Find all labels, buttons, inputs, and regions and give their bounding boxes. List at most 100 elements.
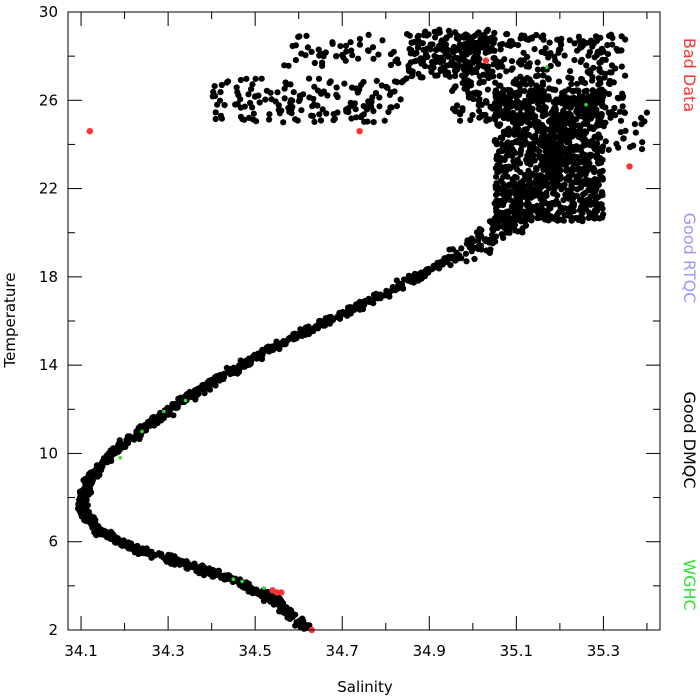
data-point bbox=[502, 107, 509, 114]
data-point bbox=[484, 44, 491, 51]
data-point bbox=[375, 51, 382, 58]
data-point bbox=[387, 89, 395, 96]
data-point bbox=[295, 331, 302, 338]
data-point bbox=[309, 103, 316, 110]
data-point bbox=[330, 316, 337, 323]
data-point bbox=[464, 32, 471, 39]
x-tick-label: 34.1 bbox=[64, 642, 97, 660]
data-point bbox=[483, 35, 490, 42]
data-point bbox=[540, 166, 547, 173]
data-point bbox=[423, 269, 430, 276]
data-point bbox=[266, 116, 273, 123]
data-point bbox=[458, 255, 465, 262]
x-tick-label: 35.3 bbox=[587, 642, 620, 660]
data-point bbox=[388, 104, 395, 111]
data-point bbox=[409, 68, 416, 75]
data-point bbox=[302, 624, 309, 631]
data-point bbox=[356, 86, 363, 93]
data-point bbox=[540, 181, 547, 188]
data-point bbox=[564, 212, 572, 219]
data-point bbox=[358, 112, 365, 119]
data-point bbox=[446, 246, 453, 253]
data-point bbox=[487, 103, 494, 110]
data-point bbox=[178, 558, 185, 565]
data-point bbox=[595, 117, 602, 124]
data-point bbox=[598, 88, 606, 95]
data-point bbox=[520, 49, 527, 56]
data-point bbox=[442, 71, 449, 78]
data-point bbox=[314, 102, 321, 109]
data-point bbox=[502, 101, 509, 108]
data-point bbox=[418, 60, 425, 67]
data-point bbox=[316, 111, 323, 118]
data-point bbox=[289, 103, 296, 111]
data-point bbox=[500, 180, 507, 187]
data-point bbox=[243, 75, 250, 82]
data-point bbox=[419, 74, 426, 81]
data-point bbox=[149, 419, 156, 427]
data-point bbox=[300, 328, 307, 335]
data-point bbox=[520, 34, 527, 41]
data-point bbox=[573, 108, 580, 115]
data-point bbox=[458, 245, 465, 252]
data-point bbox=[334, 109, 341, 116]
data-point bbox=[614, 94, 621, 101]
data-point bbox=[223, 79, 230, 86]
data-point bbox=[522, 81, 529, 88]
data-point bbox=[75, 505, 82, 512]
data-point bbox=[429, 58, 436, 66]
data-point bbox=[545, 54, 552, 61]
data-point bbox=[554, 140, 562, 147]
data-point bbox=[516, 135, 523, 142]
data-point bbox=[329, 39, 336, 46]
data-point bbox=[246, 583, 253, 590]
data-point bbox=[528, 87, 535, 94]
data-point bbox=[208, 567, 215, 574]
data-point bbox=[480, 63, 487, 70]
data-point bbox=[598, 46, 605, 53]
data-point bbox=[317, 117, 325, 124]
data-point bbox=[524, 62, 531, 69]
data-point bbox=[503, 152, 510, 160]
data-point bbox=[364, 118, 371, 125]
data-point bbox=[562, 135, 569, 142]
data-point bbox=[337, 43, 344, 50]
data-point bbox=[544, 139, 552, 146]
data-point bbox=[516, 160, 524, 167]
data-point bbox=[539, 98, 546, 105]
data-point bbox=[621, 109, 628, 116]
data-point bbox=[267, 89, 274, 96]
data-point bbox=[274, 89, 281, 96]
data-point bbox=[578, 204, 585, 211]
data-point bbox=[514, 208, 521, 215]
data-point bbox=[591, 99, 598, 106]
data-point bbox=[294, 117, 301, 124]
legend-entry: Good DMQC bbox=[680, 391, 699, 488]
data-point bbox=[597, 111, 605, 118]
data-point bbox=[304, 44, 311, 51]
y-axis-label: Temperature bbox=[1, 272, 19, 368]
data-point bbox=[491, 215, 498, 222]
data-point bbox=[511, 131, 518, 138]
data-point bbox=[286, 108, 293, 115]
data-point bbox=[489, 68, 496, 75]
data-point bbox=[369, 94, 376, 101]
data-point bbox=[427, 64, 434, 71]
data-point bbox=[568, 80, 575, 87]
data-point bbox=[492, 185, 500, 192]
data-point bbox=[359, 306, 367, 313]
data-point bbox=[565, 148, 572, 155]
data-point bbox=[319, 106, 326, 113]
data-point bbox=[372, 89, 379, 97]
data-point bbox=[464, 237, 471, 244]
data-point bbox=[367, 102, 374, 109]
data-point bbox=[323, 110, 330, 117]
data-point bbox=[404, 30, 411, 38]
data-point bbox=[433, 47, 440, 54]
data-point bbox=[137, 423, 144, 430]
data-point bbox=[112, 536, 119, 544]
data-point bbox=[260, 597, 267, 605]
data-point bbox=[292, 57, 299, 64]
data-point bbox=[330, 117, 337, 124]
data-point bbox=[567, 186, 574, 193]
